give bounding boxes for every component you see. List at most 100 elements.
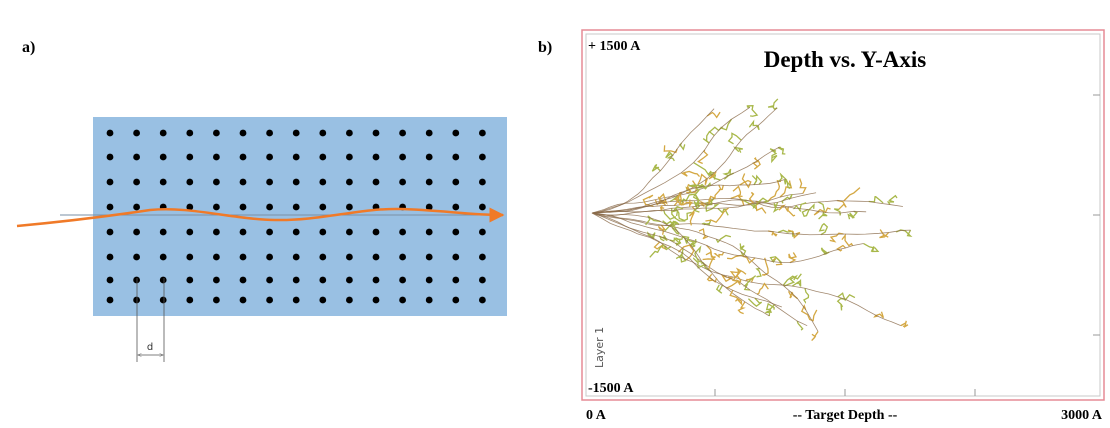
atom xyxy=(372,296,380,304)
atom xyxy=(106,203,114,211)
recoil-cascade xyxy=(692,257,707,269)
recoil-cascade xyxy=(701,219,712,226)
atom xyxy=(266,203,273,211)
x-left-label: 0 A xyxy=(586,408,607,423)
atom xyxy=(452,203,460,211)
recoil-cascade xyxy=(730,185,742,199)
atom xyxy=(106,253,114,261)
recoil-cascade xyxy=(829,232,844,243)
recoil-cascade xyxy=(705,198,720,213)
ion-track xyxy=(591,212,782,308)
recoil-cascade xyxy=(705,207,730,224)
recoil-cascade xyxy=(886,194,898,205)
atom xyxy=(292,129,300,137)
recoil-cascade xyxy=(737,195,745,206)
recoil-cascade xyxy=(727,254,756,264)
recoil-cascade xyxy=(765,308,773,317)
ion-track xyxy=(591,199,867,214)
recoil-cascade xyxy=(662,220,678,228)
recoil-cascade xyxy=(787,229,801,239)
recoil-cascade xyxy=(739,173,752,189)
atom xyxy=(239,203,247,211)
atom xyxy=(372,178,380,186)
ion-track xyxy=(591,107,778,214)
atom xyxy=(372,228,380,236)
atom xyxy=(106,228,114,236)
recoil-cascade xyxy=(847,210,858,220)
recoil-cascade xyxy=(799,178,807,194)
recoil-cascade xyxy=(811,331,819,342)
recoil-cascade xyxy=(788,252,798,264)
atom xyxy=(452,296,460,304)
recoil-cascade xyxy=(665,151,675,162)
ion-track xyxy=(591,178,786,214)
recoil-cascade xyxy=(765,302,776,311)
atom xyxy=(346,253,353,261)
atom xyxy=(346,296,353,304)
recoil-cascade xyxy=(657,224,667,235)
recoil-cascade xyxy=(685,183,694,193)
dimension-label: d xyxy=(147,342,153,353)
recoil-cascade xyxy=(651,163,661,172)
ion-track xyxy=(591,212,864,264)
recoil-cascade xyxy=(801,203,815,218)
recoil-cascade xyxy=(863,242,880,253)
recoil-cascade xyxy=(663,145,678,154)
atom xyxy=(346,276,353,284)
ion-track xyxy=(591,192,817,216)
atom xyxy=(399,178,406,186)
frame-ticks xyxy=(714,94,1100,396)
recoil-cascade xyxy=(726,274,742,289)
recoil-cascade xyxy=(836,297,846,311)
recoil-cascade xyxy=(783,274,798,287)
atom xyxy=(452,153,460,161)
recoil-cascade xyxy=(697,173,708,185)
atom xyxy=(186,276,194,284)
atom xyxy=(425,228,433,236)
recoil-cascade xyxy=(796,320,804,331)
atom xyxy=(346,153,353,161)
recoil-cascade xyxy=(702,130,715,144)
atom xyxy=(106,178,114,186)
atom xyxy=(425,276,433,284)
recoil-cascade xyxy=(678,248,684,259)
recoil-cascade xyxy=(708,189,721,205)
atom xyxy=(213,228,220,236)
atom xyxy=(292,296,300,304)
recoil-cascade xyxy=(818,201,828,220)
atom xyxy=(266,253,273,261)
recoil-cascade xyxy=(879,229,890,239)
recoil-cascade xyxy=(692,186,701,205)
atom xyxy=(346,129,353,137)
atom xyxy=(292,276,300,284)
recoil-cascade xyxy=(769,148,778,164)
atom xyxy=(319,129,327,137)
recoil-cascade xyxy=(792,278,802,287)
atom xyxy=(319,178,327,186)
y-top-label: + 1500 A xyxy=(588,39,641,54)
recoil-cascade xyxy=(746,105,759,117)
atom xyxy=(239,296,247,304)
atom xyxy=(213,253,220,261)
y-bottom-label: -1500 A xyxy=(588,381,634,396)
recoil-cascade xyxy=(841,233,854,247)
atom xyxy=(425,153,433,161)
atom xyxy=(292,228,300,236)
atom xyxy=(319,203,327,211)
atom xyxy=(239,276,247,284)
atom xyxy=(399,296,406,304)
recoil-cascade xyxy=(707,172,721,181)
lattice-atoms xyxy=(106,129,486,304)
recoil-cascade xyxy=(767,98,779,110)
atom xyxy=(346,178,353,186)
panel-label: b) xyxy=(538,39,552,56)
x-right-label: 3000 A xyxy=(1061,408,1103,423)
x-axis-title: -- Target Depth -- xyxy=(793,408,898,423)
recoil-cascade xyxy=(677,244,695,261)
atom xyxy=(292,153,300,161)
recoil-cascade xyxy=(694,245,703,263)
recoil-cascade xyxy=(747,191,755,206)
recoil-cascade xyxy=(895,229,913,238)
atom xyxy=(452,178,460,186)
ion-tracks xyxy=(591,98,913,342)
